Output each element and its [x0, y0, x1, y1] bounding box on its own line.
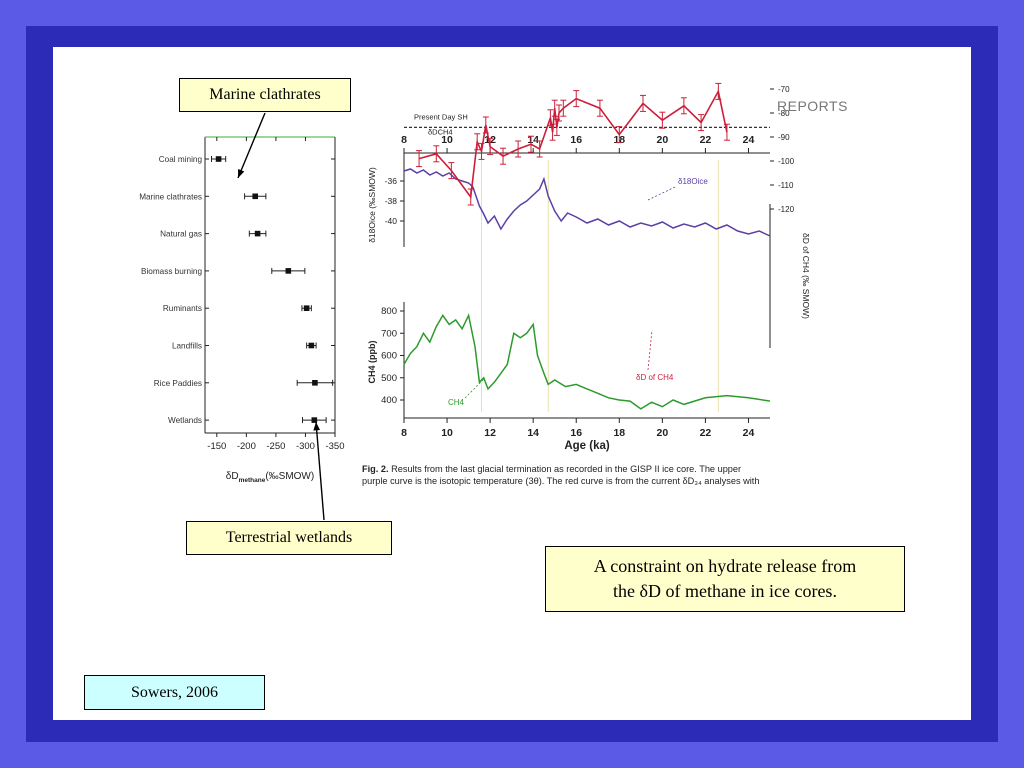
- source-category-label: Natural gas: [160, 230, 202, 239]
- source-point: [312, 380, 318, 386]
- slide-caption: A constraint on hydrate release from the…: [545, 546, 905, 612]
- source-point: [254, 230, 261, 237]
- callout-terrestrial-wetlands: Terrestrial wetlands: [186, 521, 392, 555]
- slide-caption-line-2: the δD of methane in ice cores.: [613, 581, 837, 601]
- source-point: [303, 305, 310, 311]
- ch4-tick-label: 500: [381, 373, 397, 384]
- source-point: [285, 268, 292, 274]
- source-category-label: Marine clathrates: [139, 192, 202, 201]
- source-point: [308, 342, 315, 349]
- wetlands-callout-arrow: [315, 421, 325, 521]
- journal-header: REPORTS: [777, 98, 848, 114]
- source-category-label: Ruminants: [163, 304, 202, 313]
- dd-axis-title: δD of CH4 (‰ SMOW): [801, 233, 811, 319]
- age-top-tick-label: 16: [570, 134, 582, 146]
- source-point: [311, 417, 318, 423]
- marine-callout-arrow-head: [238, 169, 245, 178]
- slide-caption-line-1: A constraint on hydrate release from: [593, 556, 857, 576]
- age-axis-title: Age (ka): [564, 440, 610, 452]
- ch4-label-leader: [464, 377, 486, 399]
- source-category-label: Coal mining: [159, 155, 203, 164]
- age-top-tick-label: 10: [441, 134, 453, 146]
- age-bottom-tick-label: 18: [613, 427, 625, 439]
- age-bottom-tick-label: 10: [441, 427, 453, 439]
- age-bottom-tick-label: 24: [743, 427, 755, 439]
- age-top-tick-label: 8: [401, 134, 407, 146]
- dd-series-label: δD of CH4: [636, 373, 674, 382]
- age-bottom-tick-label: 14: [527, 427, 539, 439]
- d18o-tick-label: -36: [385, 176, 398, 186]
- age-top-tick-label: 14: [527, 134, 539, 146]
- age-bottom-tick-label: 12: [484, 427, 496, 439]
- source-category-label: Wetlands: [168, 416, 202, 425]
- source-category-label: Rice Paddies: [154, 379, 202, 388]
- figure-caption-line-2: purple curve is the isotopic temperature…: [362, 476, 760, 486]
- age-top-tick-label: 22: [700, 134, 712, 146]
- present-day-label: Present Day SH: [414, 112, 468, 121]
- d18o-axis-title: δ18Oice (‰SMOW): [367, 167, 377, 243]
- ch4-tick-label: 600: [381, 351, 397, 362]
- source-category-label: Landfills: [172, 342, 202, 351]
- d18o-series-label: δ18Oice: [678, 177, 708, 186]
- d18o-tick-label: -40: [385, 216, 398, 226]
- source-x-axis-label: δDmethane(‰SMOW): [226, 471, 314, 484]
- dd-label-leader: [647, 329, 653, 371]
- source-x-tick-label: -300: [296, 441, 315, 452]
- source-category-label: Biomass burning: [141, 267, 202, 276]
- ch4-tick-label: 700: [381, 328, 397, 339]
- present-day-sublabel: δDCH4: [428, 127, 453, 136]
- source-x-tick-label: -350: [325, 441, 344, 452]
- source-x-tick-label: -150: [207, 441, 226, 452]
- ch4-axis-title: CH4 (ppb): [367, 341, 377, 384]
- age-top-tick-label: 20: [657, 134, 669, 146]
- dd-tick-label: -70: [778, 85, 790, 94]
- age-top-tick-label: 24: [743, 134, 755, 146]
- dd-tick-label: -80: [778, 109, 790, 118]
- age-bottom-tick-label: 20: [657, 427, 669, 439]
- source-point: [215, 156, 222, 162]
- d18o-tick-label: -38: [385, 196, 398, 206]
- ch4-tick-label: 800: [381, 306, 397, 317]
- age-bottom-tick-label: 16: [570, 427, 582, 439]
- d18o-label-leader: [647, 186, 676, 201]
- dd-tick-label: -90: [778, 133, 790, 142]
- figure-label: Fig. 2.: [362, 464, 389, 474]
- source-point: [252, 193, 259, 200]
- age-bottom-tick-label: 8: [401, 427, 407, 439]
- dd-tick-label: -100: [778, 157, 795, 166]
- dd-tick-label: -120: [778, 205, 795, 214]
- age-bottom-tick-label: 22: [700, 427, 712, 439]
- dd-tick-label: -110: [778, 181, 794, 190]
- source-x-tick-label: -250: [266, 441, 285, 452]
- marine-callout-arrow: [237, 112, 266, 179]
- d18o-series-line: [403, 168, 771, 237]
- wetlands-callout-arrow-head: [313, 422, 321, 431]
- ch4-series-label: CH4: [448, 398, 465, 407]
- callout-marine-clathrates: Marine clathrates: [179, 78, 351, 112]
- ch4-series-line: [403, 313, 771, 410]
- ch4-tick-label: 400: [381, 395, 397, 406]
- citation: Sowers, 2006: [84, 675, 265, 710]
- figure-caption: Fig. 2. Results from the last glacial te…: [362, 463, 814, 487]
- figure-caption-line-1: Results from the last glacial terminatio…: [391, 464, 742, 474]
- source-x-tick-label: -200: [237, 441, 256, 452]
